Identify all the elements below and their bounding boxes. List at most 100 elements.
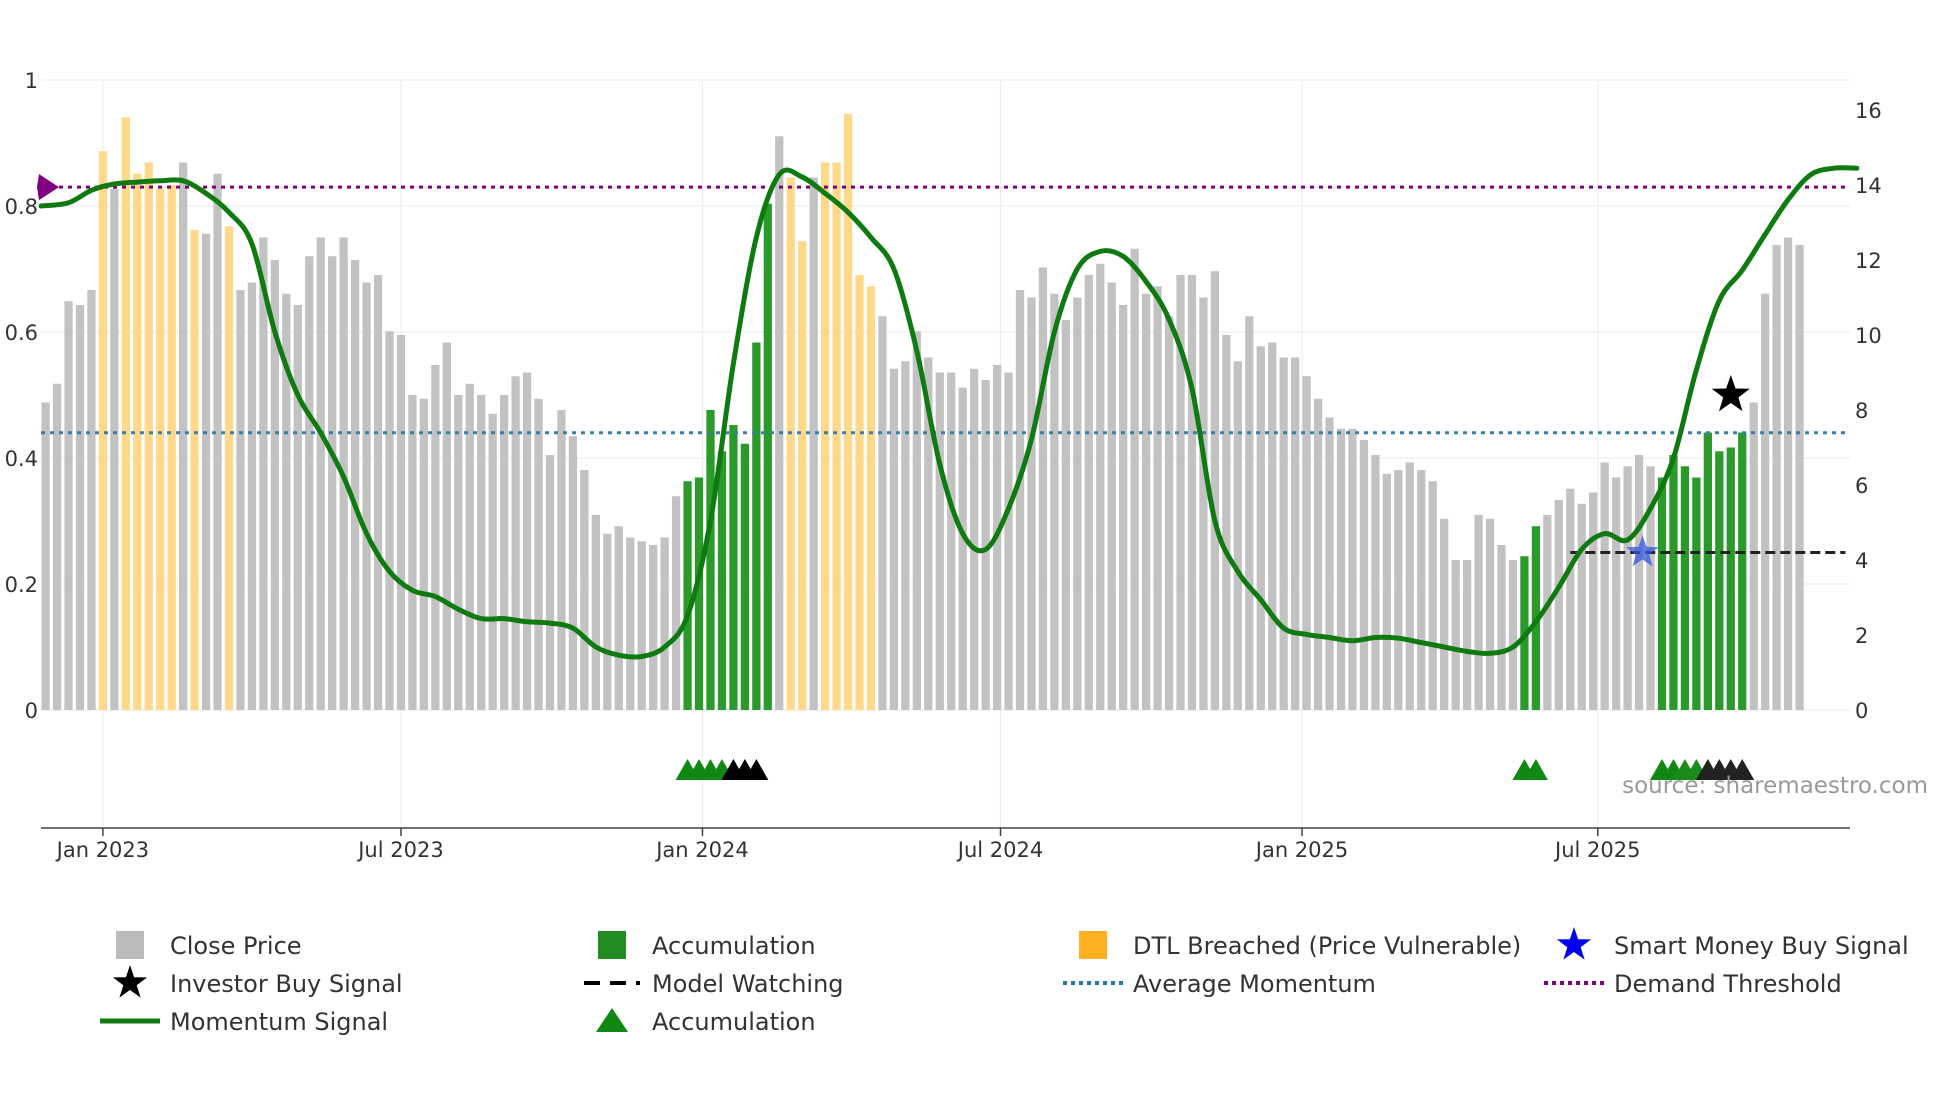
close-price-bar [649, 545, 658, 710]
legend-label: Investor Buy Signal [170, 970, 403, 998]
close-price-bar [1222, 335, 1231, 710]
right-axis-tick-label: 16 [1855, 99, 1882, 123]
close-price-bar [511, 376, 520, 710]
close-price-bar [419, 398, 429, 710]
legend-triangle-icon [596, 1008, 628, 1032]
accumulation-bar [1715, 451, 1724, 710]
close-price-bar [603, 533, 612, 710]
close-price-bar [1761, 293, 1770, 710]
close-price-bar [947, 372, 956, 710]
close-price-bar [1313, 398, 1323, 710]
dtl-breached-bar [855, 275, 864, 710]
legend-label: DTL Breached (Price Vulnerable) [1133, 932, 1521, 960]
close-price-bar [901, 361, 910, 710]
close-price-bar [660, 537, 669, 710]
close-price-bar [1451, 560, 1460, 710]
close-price-bar [1600, 462, 1609, 710]
dtl-breached-bar [98, 151, 108, 710]
legend-label: Smart Money Buy Signal [1614, 932, 1909, 960]
accumulation-bar [1669, 455, 1678, 710]
accumulation-triangle [1730, 759, 1755, 780]
close-price-bar [935, 372, 944, 710]
dtl-breached-bar [866, 286, 876, 710]
accumulation-bar [1692, 477, 1701, 710]
price-bars [41, 113, 1804, 710]
close-price-bar [568, 436, 578, 710]
x-axis-tick-label: Jul 2024 [956, 838, 1043, 862]
close-price-bar [1359, 440, 1369, 710]
close-price-bar [775, 136, 784, 710]
accumulation-bar [740, 443, 750, 710]
right-axis-tick-label: 10 [1855, 324, 1882, 348]
close-price-bar [580, 470, 589, 710]
close-price-bar [1623, 466, 1632, 710]
close-price-bar [385, 331, 394, 710]
close-price-bar [488, 413, 497, 710]
x-axis-tick-label: Jul 2023 [356, 838, 443, 862]
dtl-breached-bar [121, 117, 130, 710]
close-price-bar [912, 331, 921, 710]
close-price-bar [1130, 248, 1139, 710]
close-price-bar [1153, 286, 1162, 710]
legend-square-icon [1079, 931, 1107, 959]
left-axis-tick-label: 0.4 [5, 447, 38, 471]
smart-money-buy-signal-star [1626, 535, 1659, 567]
close-price-bar [52, 383, 62, 710]
legend-label: Momentum Signal [170, 1008, 388, 1036]
accumulation-bar [1726, 447, 1735, 710]
close-price-bar [1291, 357, 1300, 710]
accumulation-bar [694, 477, 704, 710]
close-price-bar [350, 260, 360, 710]
right-axis-tick-label: 12 [1855, 249, 1882, 273]
legend: Close Price Accumulation DTL Breached (Pri… [100, 927, 1909, 1036]
close-price-bar [259, 237, 268, 710]
close-price-bar [270, 260, 279, 710]
dtl-breached-bar [843, 113, 853, 710]
close-price-bar [1187, 275, 1197, 710]
close-price-bar [1325, 417, 1334, 710]
close-price-bar [305, 256, 314, 710]
close-price-bar [1428, 481, 1437, 710]
close-price-bar [1027, 297, 1036, 710]
x-axis-tick-label: Jan 2023 [55, 838, 150, 862]
close-price-bar [442, 342, 451, 710]
close-price-bar [1015, 290, 1025, 710]
close-price-bar [1371, 455, 1380, 710]
demand-threshold-marker [37, 174, 59, 201]
close-price-bar [1485, 518, 1495, 710]
legend-star-icon [112, 965, 148, 998]
close-price-bar [1382, 473, 1391, 710]
close-price-bar [110, 188, 119, 710]
close-price-bar [1279, 357, 1288, 710]
close-price-bar [1348, 428, 1357, 710]
dtl-breached-bar [133, 173, 142, 710]
momentum-line-group [38, 165, 1860, 660]
accumulation-bar [1703, 432, 1712, 710]
accumulation-bar [1738, 432, 1747, 710]
accumulation-markers [675, 759, 1755, 780]
close-price-bar [1749, 402, 1758, 710]
dtl-breached-bar [786, 177, 795, 710]
close-price-bar [1038, 267, 1048, 710]
close-price-bar [477, 395, 486, 710]
legend-label: Average Momentum [1133, 970, 1376, 998]
momentum-signal-line [38, 165, 1860, 660]
close-price-bar [282, 293, 291, 710]
close-price-bar [1577, 503, 1586, 710]
close-price-bar [373, 275, 383, 710]
legend-square-icon [598, 931, 626, 959]
close-price-bar [534, 398, 543, 710]
close-price-bar [1256, 346, 1265, 710]
close-price-bar [316, 237, 325, 710]
close-price-bar [1462, 560, 1472, 710]
close-price-bar [1508, 560, 1518, 710]
accumulation-bar [1680, 466, 1690, 710]
legend-label: Demand Threshold [1614, 970, 1842, 998]
close-price-bar [1612, 477, 1621, 710]
dtl-breached-bar [821, 162, 830, 710]
close-price-bar [809, 177, 818, 710]
legend-label: Model Watching [652, 970, 844, 998]
close-price-bar [328, 256, 337, 710]
close-price-bar [75, 305, 85, 710]
right-axis-tick-label: 4 [1855, 549, 1868, 573]
